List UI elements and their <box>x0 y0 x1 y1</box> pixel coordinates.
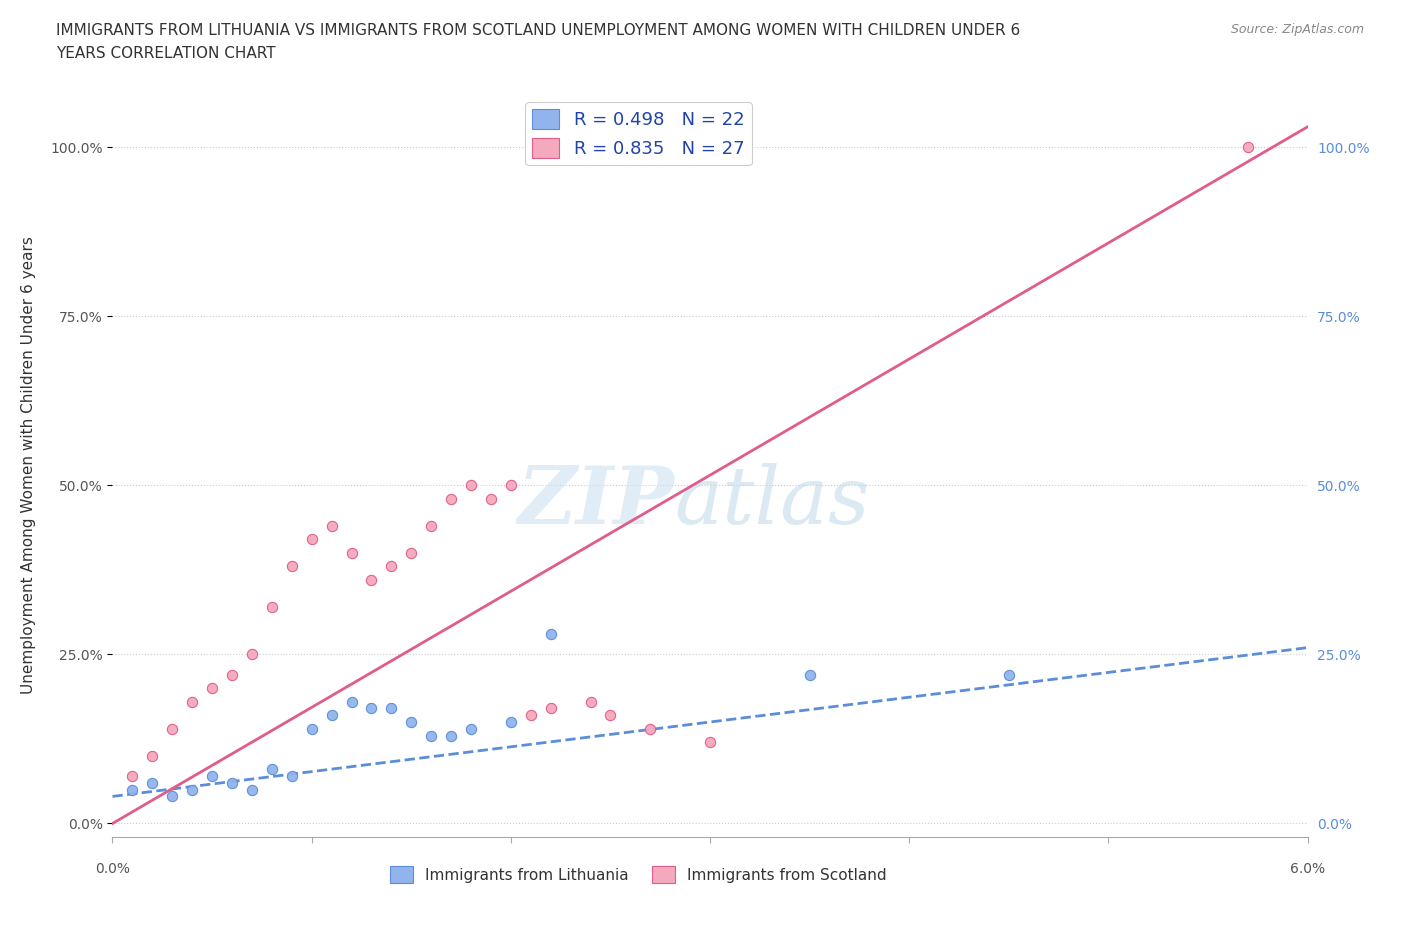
Point <box>221 667 243 682</box>
Text: 6.0%: 6.0% <box>1291 862 1324 876</box>
Text: IMMIGRANTS FROM LITHUANIA VS IMMIGRANTS FROM SCOTLAND UNEMPLOYMENT AMONG WOMEN W: IMMIGRANTS FROM LITHUANIA VS IMMIGRANTS … <box>56 23 1021 38</box>
Point <box>420 728 443 743</box>
Point <box>440 491 463 506</box>
Point <box>181 695 204 710</box>
Point <box>479 491 502 506</box>
Point <box>162 789 183 804</box>
Point <box>162 722 183 737</box>
Point <box>499 714 522 729</box>
Point <box>499 478 522 493</box>
Point <box>460 722 482 737</box>
Point <box>121 782 143 797</box>
Point <box>998 667 1021 682</box>
Point <box>440 728 463 743</box>
Point <box>380 559 402 574</box>
Point <box>281 769 304 784</box>
Point <box>201 769 224 784</box>
Point <box>540 701 562 716</box>
Point <box>420 518 443 533</box>
Point <box>260 762 283 777</box>
Point <box>121 769 143 784</box>
Point <box>240 782 263 797</box>
Point <box>240 647 263 662</box>
Point <box>401 546 423 561</box>
Point <box>579 695 602 710</box>
Point <box>340 546 363 561</box>
Point <box>141 776 163 790</box>
Point <box>340 695 363 710</box>
Point <box>301 532 323 547</box>
Text: atlas: atlas <box>675 463 869 541</box>
Text: YEARS CORRELATION CHART: YEARS CORRELATION CHART <box>56 46 276 61</box>
Point <box>699 735 721 750</box>
Point <box>221 776 243 790</box>
Point <box>460 478 482 493</box>
Point <box>201 681 224 696</box>
Point <box>799 667 821 682</box>
Y-axis label: Unemployment Among Women with Children Under 6 years: Unemployment Among Women with Children U… <box>21 236 37 694</box>
Point <box>640 722 662 737</box>
Text: ZIP: ZIP <box>517 463 675 541</box>
Point <box>360 573 382 588</box>
Point <box>360 701 382 716</box>
Point <box>321 518 343 533</box>
Point <box>260 600 283 615</box>
Point <box>281 559 304 574</box>
Legend: Immigrants from Lithuania, Immigrants from Scotland: Immigrants from Lithuania, Immigrants fr… <box>384 860 893 889</box>
Point <box>141 749 163 764</box>
Point <box>401 714 423 729</box>
Point <box>520 708 543 723</box>
Point <box>540 627 562 642</box>
Point <box>599 708 621 723</box>
Point <box>301 722 323 737</box>
Text: Source: ZipAtlas.com: Source: ZipAtlas.com <box>1230 23 1364 36</box>
Point <box>321 708 343 723</box>
Point <box>181 782 204 797</box>
Point <box>1237 140 1260 154</box>
Point <box>380 701 402 716</box>
Text: 0.0%: 0.0% <box>96 862 129 876</box>
